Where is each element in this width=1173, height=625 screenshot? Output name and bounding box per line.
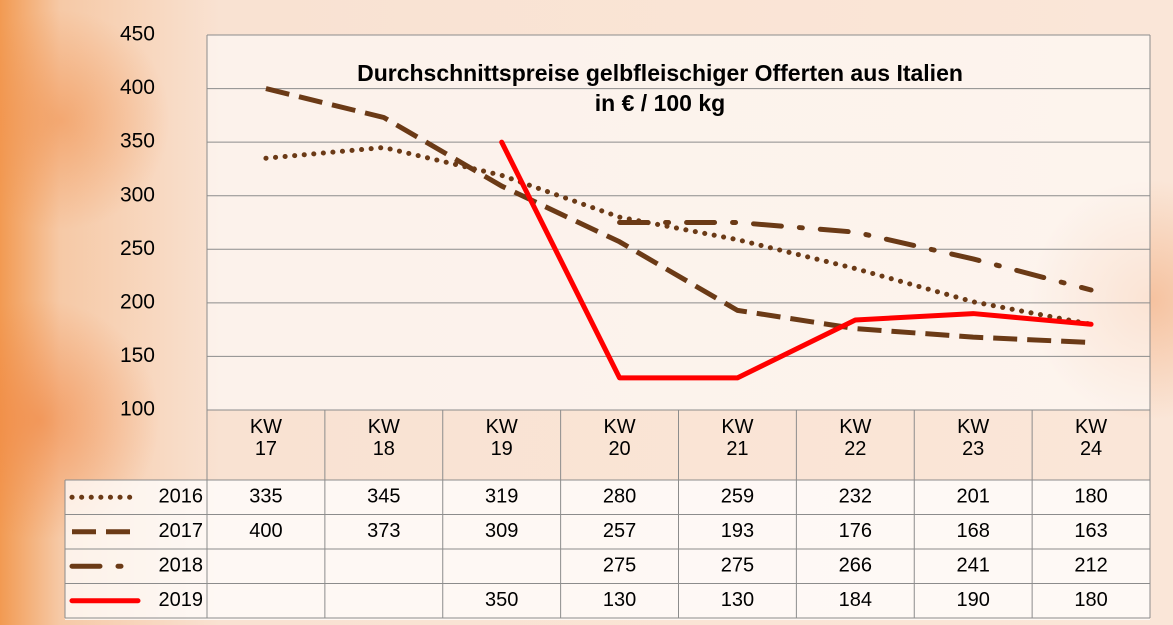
table-value: 400 xyxy=(249,520,282,542)
table-value: 259 xyxy=(721,486,754,508)
legend-label: 2016 xyxy=(159,486,204,508)
y-tick-label: 300 xyxy=(120,183,155,206)
table-value: 275 xyxy=(603,555,636,577)
x-tick-text: KW 21 xyxy=(721,416,753,460)
table-value: 257 xyxy=(603,520,636,542)
table-value: 373 xyxy=(367,520,400,542)
chart-title: Durchschnittspreise gelbfleischiger Offe… xyxy=(357,60,963,86)
table-value: 193 xyxy=(721,520,754,542)
table-value: 212 xyxy=(1074,555,1107,577)
x-tick-label: KW 23 xyxy=(914,416,1032,460)
x-tick-text: KW 20 xyxy=(603,416,635,460)
x-tick-label: KW 18 xyxy=(325,416,443,460)
table-value: 275 xyxy=(721,555,754,577)
y-tick-label: 150 xyxy=(120,344,155,367)
x-tick-text: KW 18 xyxy=(368,416,400,460)
x-tick-text: KW 22 xyxy=(839,416,871,460)
x-tick-text: KW 24 xyxy=(1075,416,1107,460)
x-tick-label: KW 22 xyxy=(796,416,914,460)
table-value: 180 xyxy=(1074,589,1107,611)
legend-label: 2017 xyxy=(159,520,204,542)
table-value: 280 xyxy=(603,486,636,508)
table-value: 176 xyxy=(839,520,872,542)
table-value: 266 xyxy=(839,555,872,577)
x-tick-text: KW 19 xyxy=(486,416,518,460)
table-value: 319 xyxy=(485,486,518,508)
legend-label: 2018 xyxy=(159,555,204,577)
y-tick-label: 450 xyxy=(120,23,155,46)
x-tick-label: KW 20 xyxy=(561,416,679,460)
table-value: 241 xyxy=(957,555,990,577)
chart-svg: Durchschnittspreise gelbfleischiger Offe… xyxy=(0,0,1173,625)
table-value: 130 xyxy=(721,589,754,611)
table-value: 345 xyxy=(367,486,400,508)
table-value: 190 xyxy=(957,589,990,611)
table-value: 163 xyxy=(1074,520,1107,542)
y-tick-label: 400 xyxy=(120,76,155,99)
chart-subtitle: in € / 100 kg xyxy=(595,90,725,116)
chart: Durchschnittspreise gelbfleischiger Offe… xyxy=(0,0,1173,625)
x-tick-label: KW 24 xyxy=(1032,416,1150,460)
x-tick-label: KW 21 xyxy=(679,416,797,460)
table-value: 335 xyxy=(249,486,282,508)
y-tick-label: 200 xyxy=(120,290,155,313)
y-tick-label: 350 xyxy=(120,130,155,153)
table-value: 309 xyxy=(485,520,518,542)
legend-label: 2019 xyxy=(159,589,204,611)
table-value: 180 xyxy=(1074,486,1107,508)
x-tick-text: KW 23 xyxy=(957,416,989,460)
x-tick-label: KW 19 xyxy=(443,416,561,460)
table-value: 350 xyxy=(485,589,518,611)
table-value: 232 xyxy=(839,486,872,508)
y-tick-label: 100 xyxy=(120,398,155,421)
table-value: 130 xyxy=(603,589,636,611)
x-tick-label: KW 17 xyxy=(207,416,325,460)
x-tick-text: KW 17 xyxy=(250,416,282,460)
table-value: 184 xyxy=(839,589,872,611)
table-value: 168 xyxy=(957,520,990,542)
table-value: 201 xyxy=(957,486,990,508)
y-tick-label: 250 xyxy=(120,237,155,260)
